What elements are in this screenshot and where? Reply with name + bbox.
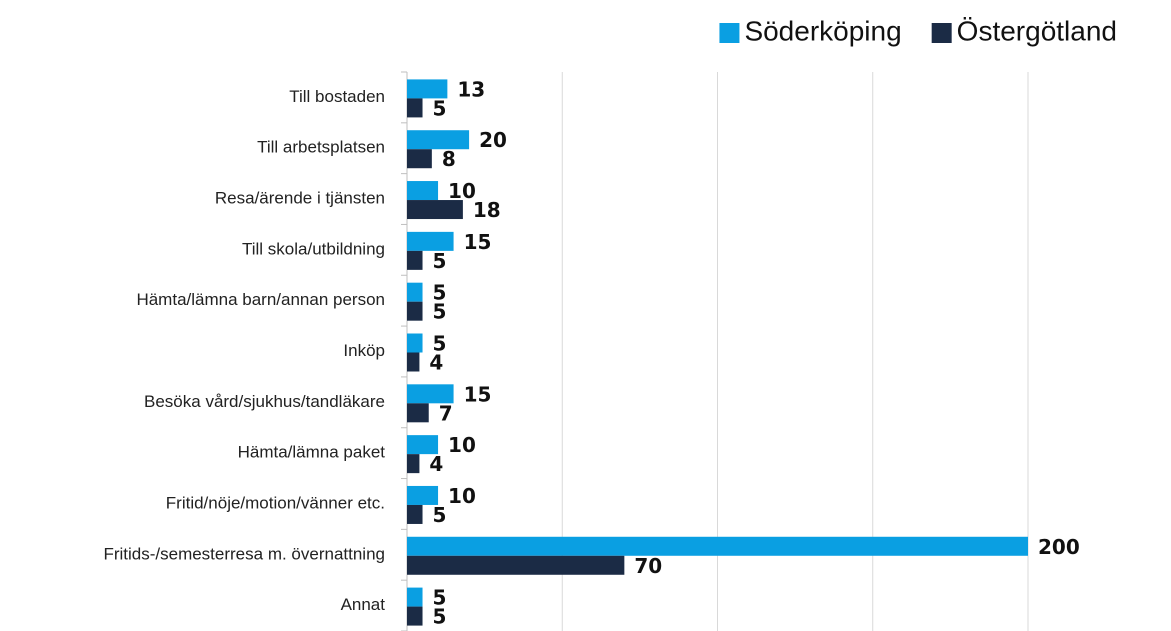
category-label: Annat	[341, 595, 386, 614]
value-label: 7	[439, 401, 453, 425]
bar	[407, 181, 439, 201]
bar	[407, 403, 429, 423]
value-label: 18	[473, 198, 501, 222]
value-label: 20	[479, 128, 507, 152]
bar	[407, 555, 625, 575]
legend-label: Östergötland	[957, 15, 1117, 46]
value-label: 8	[442, 147, 456, 171]
bar	[407, 149, 432, 169]
category-label: Inköp	[343, 341, 385, 360]
value-label: 5	[433, 300, 447, 324]
value-label: 5	[433, 586, 447, 610]
bar	[407, 485, 439, 505]
bar	[407, 435, 439, 455]
bar	[407, 98, 423, 118]
value-label: 5	[433, 281, 447, 305]
category-label: Fritid/nöje/motion/vänner etc.	[166, 493, 385, 512]
bar	[407, 250, 423, 270]
bar	[407, 587, 423, 607]
bar	[407, 282, 423, 302]
bar	[407, 606, 423, 626]
value-label: 15	[464, 382, 492, 406]
category-label: Resa/ärende i tjänsten	[215, 189, 385, 208]
category-label: Till arbetsplatsen	[257, 138, 385, 157]
bar	[407, 536, 1028, 556]
bar	[407, 200, 463, 220]
value-label: 200	[1038, 535, 1080, 559]
category-label: Hämta/lämna paket	[238, 443, 386, 462]
value-label: 5	[433, 503, 447, 527]
bar	[407, 301, 423, 321]
category-label: Till bostaden	[289, 87, 385, 106]
legend-label: Söderköping	[744, 15, 901, 46]
value-label: 15	[464, 230, 492, 254]
value-label: 5	[433, 332, 447, 356]
value-label: 10	[448, 433, 476, 457]
value-label: 70	[634, 554, 662, 578]
value-label: 13	[457, 77, 485, 101]
bar	[407, 130, 470, 150]
legend-swatch	[719, 23, 740, 43]
category-label: Fritids-/semesterresa m. övernattning	[103, 544, 385, 563]
value-label: 5	[433, 605, 447, 629]
bar	[407, 384, 454, 404]
value-label: 4	[429, 351, 443, 375]
bar	[407, 504, 423, 524]
value-label: 10	[448, 179, 476, 203]
category-label: Hämta/lämna barn/annan person	[136, 290, 385, 309]
bar	[407, 454, 420, 474]
value-label: 5	[433, 96, 447, 120]
bar	[407, 333, 423, 353]
bar	[407, 79, 448, 99]
value-label: 10	[448, 484, 476, 508]
category-label: Till skola/utbildning	[242, 239, 385, 258]
bar	[407, 352, 420, 372]
category-label: Besöka vård/sjukhus/tandläkare	[144, 392, 385, 411]
bar	[407, 231, 454, 251]
value-label: 4	[429, 452, 443, 476]
value-label: 5	[433, 249, 447, 273]
legend-swatch	[931, 23, 952, 43]
